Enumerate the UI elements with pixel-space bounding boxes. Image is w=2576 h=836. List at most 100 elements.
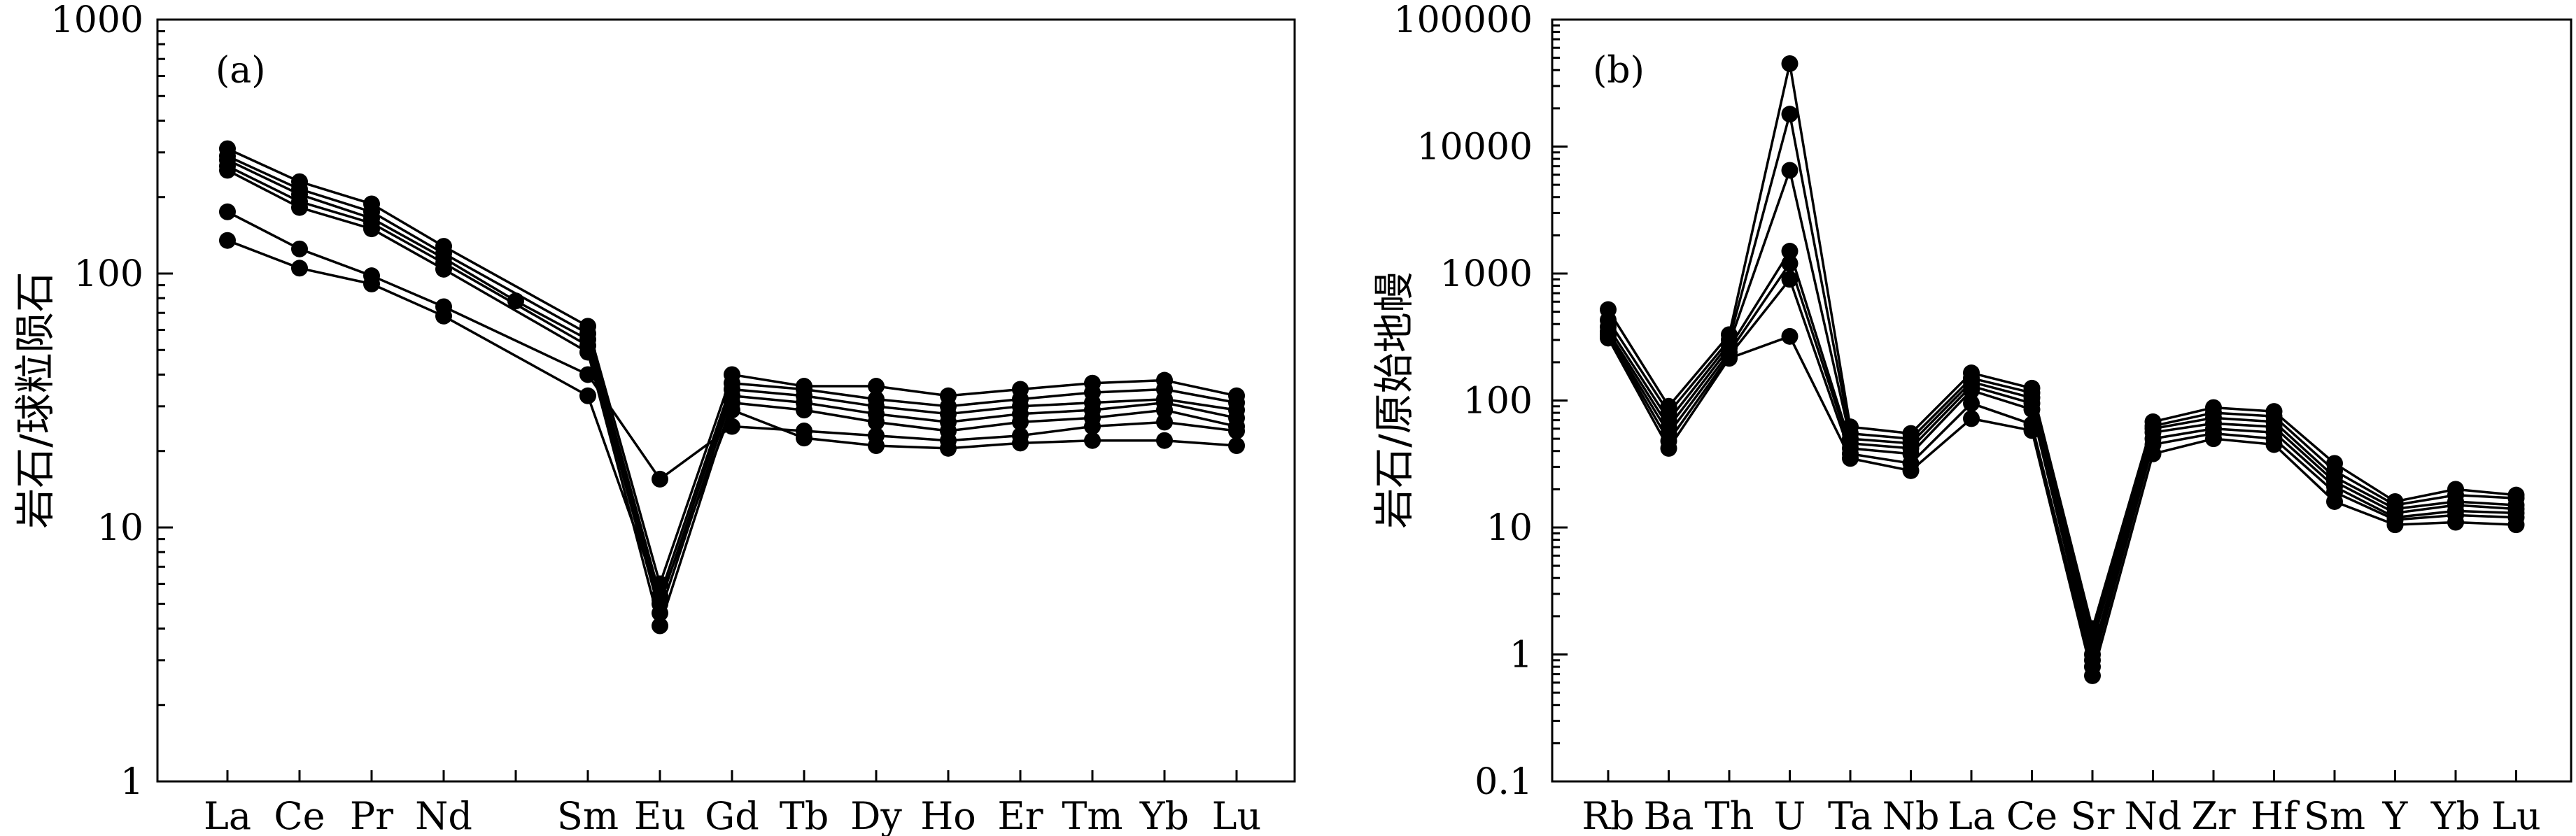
x-tick-label: Sm [557,794,619,836]
data-point [1084,418,1101,435]
data-point [219,162,236,179]
x-tick-label: Tm [1062,794,1122,836]
x-tick-label: Lu [2491,794,2541,836]
y-tick-label: 1 [1509,635,1533,676]
series-line [227,148,1237,586]
data-point [652,617,668,635]
data-point [2386,516,2404,534]
panel-b-x-tick-labels: Rb Ba Th U Ta Nb La Ce Sr Nd Zr Hf Sm Y Yb Lu [1582,794,2540,836]
x-tick-label: Nb [1882,794,1940,836]
data-point [2144,445,2162,462]
x-tick-label: Yb [1139,794,1189,836]
panel-b-x-ticks [1607,770,2517,781]
data-point [1842,450,1859,467]
data-point [1721,350,1738,367]
data-point [868,413,885,431]
series-line [227,155,1237,597]
series-line [227,164,1237,615]
x-tick-label: Yb [2430,794,2480,836]
x-tick-label: Nd [2125,794,2182,836]
data-point [219,232,236,249]
y-tick-label: 0.1 [1474,761,1533,803]
data-point [1781,255,1799,272]
series-line [227,211,1237,481]
data-point [1781,271,1799,288]
series-line [1607,262,2517,662]
data-point [507,292,524,310]
data-point [1084,432,1101,449]
data-point [1963,382,1980,399]
data-point [2326,493,2343,510]
data-point [579,387,596,404]
data-point [1963,395,1980,412]
data-point [1963,410,1980,427]
panel-b-y-ticks [1552,18,1568,783]
panel-b-y-axis-label: 岩石/原始地幔 [1370,271,1418,529]
x-tick-label: Pr [350,794,393,836]
data-point [2447,513,2464,531]
y-tick-label: 1 [120,761,143,803]
data-point [1156,413,1173,431]
data-point [652,591,668,609]
panel-b: 0.1 1 10 100 1000 10000 100000 Rb Ba Th U Ta Nb La Ce… [1370,0,2573,836]
series-line [1607,335,2517,677]
x-tick-label: U [1774,794,1806,836]
y-tick-label: 1000 [51,0,143,41]
data-point [291,260,308,277]
panel-b-y-tick-labels: 0.1 1 10 100 1000 10000 100000 [1393,0,1533,803]
data-point [1228,422,1245,439]
panel-b-label: (b) [1593,50,1645,92]
x-tick-label: Rb [1582,794,1634,836]
data-point [1012,413,1029,431]
data-point [363,220,380,238]
panel-a-y-axis-label: 岩石/球粒陨石 [11,271,59,529]
data-point [868,378,885,395]
series-line [1607,278,2517,668]
panel-b-plot-frame [1551,18,2573,783]
data-point [2507,516,2525,534]
data-point [1902,462,1920,479]
panel-a-plot-frame [156,18,1296,783]
x-tick-label: Sr [2071,794,2115,836]
series-line [1607,169,2517,646]
x-tick-label: Ce [274,794,325,836]
panel-a-series [219,140,1245,635]
data-point [2023,422,2041,439]
data-point [579,366,596,383]
y-tick-label: 10 [1486,507,1533,549]
data-point [2023,401,2041,418]
x-tick-label: Lu [1212,794,1262,836]
x-tick-label: La [204,794,251,836]
panel-a-x-ticks [226,770,1238,781]
series-line [1607,250,2517,656]
series-line [1607,113,2517,637]
data-point [1156,432,1173,449]
y-tick-label: 100000 [1393,0,1533,41]
data-point [435,260,452,278]
x-tick-label: Y [2382,794,2409,836]
data-point [579,343,596,361]
x-tick-label: La [1948,794,1995,836]
x-tick-label: Dy [850,794,902,836]
data-point [2084,667,2101,684]
data-point [1228,437,1245,455]
x-tick-label: Er [997,794,1043,836]
panel-a-y-tick-labels: 1 10 100 1000 [51,0,143,803]
data-point [1012,434,1029,452]
data-point [363,275,380,292]
x-tick-label: Zr [2191,794,2236,836]
x-tick-label: Tb [780,794,829,836]
x-tick-label: Nd [415,794,472,836]
data-point [1781,327,1799,345]
x-tick-label: Eu [634,794,686,836]
data-point [1781,243,1799,260]
x-tick-label: Hf [2251,794,2300,836]
y-tick-label: 1000 [1440,253,1533,295]
series-line [227,239,1237,601]
data-point [940,439,957,457]
data-point [291,199,308,216]
data-point [796,430,812,447]
data-point [796,402,812,419]
